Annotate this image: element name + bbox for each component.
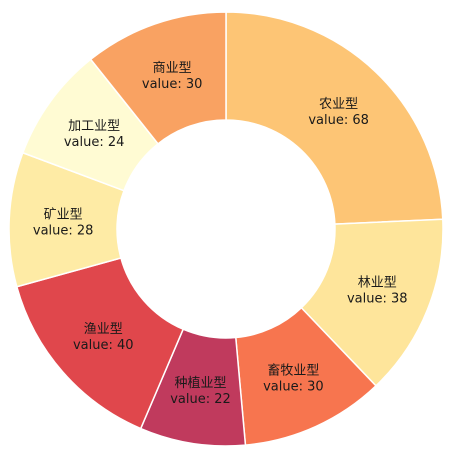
segment-category-label: 畜牧业型 [267, 362, 319, 378]
donut-segment[interactable] [89, 11, 227, 145]
donut-segments [8, 11, 444, 447]
segment-category-label: 商业型 [153, 61, 192, 76]
segment-value-label: value: 38 [347, 292, 408, 307]
segment-category-label: 农业型 [319, 97, 358, 112]
segment-category-label: 加工业型 [68, 119, 120, 134]
segment-value-label: value: 30 [263, 379, 324, 394]
segment-value-label: value: 22 [170, 392, 231, 407]
segment-category-label: 种植业型 [174, 376, 226, 391]
segment-value-label: value: 28 [33, 224, 94, 239]
segment-value-label: value: 24 [64, 135, 125, 150]
segment-category-label: 林业型 [358, 276, 397, 291]
segment-value-label: value: 40 [73, 338, 134, 353]
segment-value-label: value: 68 [308, 113, 369, 128]
donut-segment[interactable] [225, 11, 444, 225]
segment-value-label: value: 30 [142, 77, 203, 92]
segment-category-label: 矿业型 [44, 208, 83, 223]
segment-category-label: 渔业型 [84, 322, 123, 337]
